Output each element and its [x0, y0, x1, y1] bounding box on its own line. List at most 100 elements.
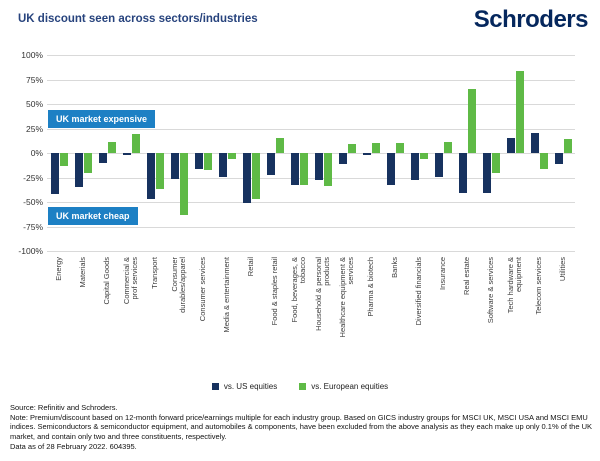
bar-retail-vs-european	[251, 153, 260, 200]
bar-capital-goods-vs-european	[107, 142, 116, 153]
bar-banks-vs-european	[395, 143, 404, 153]
y-tick-label: -25%	[23, 172, 43, 183]
bar-household-personal-products-vs-us	[314, 153, 323, 180]
legend-label: vs. US equities	[223, 382, 278, 391]
bar-food-beverages-tobacco-vs-european	[299, 153, 308, 186]
gridline	[47, 226, 575, 228]
bar-food-staples-retail-vs-us	[266, 153, 275, 175]
bar-consumer-durables-apparel-vs-european	[179, 153, 188, 215]
x-label-pharma-biotech: Pharma & biotech	[365, 257, 375, 317]
bar-retail-vs-us	[242, 153, 251, 203]
gridline	[47, 177, 575, 179]
legend-label: vs. European equities	[311, 382, 389, 391]
x-label-telecom-services: Telecom services	[533, 257, 543, 315]
x-label-food-staples-retail: Food & staples retail	[269, 257, 279, 326]
bar-tech-hardware-equipment-vs-european	[515, 70, 524, 153]
x-label-healthcare-equipment-services: Healthcare equipment & services	[337, 257, 356, 338]
y-tick-label: 50%	[25, 99, 43, 109]
x-label-software-services: Software & services	[485, 257, 495, 324]
gridline	[47, 128, 575, 130]
bar-real-estate-vs-european	[467, 89, 476, 153]
bar-insurance-vs-us	[434, 153, 443, 177]
bar-insurance-vs-european	[443, 142, 452, 153]
bar-commercial-prof-services-vs-european	[131, 134, 140, 153]
data-date-note: Data as of 28 February 2022. 604395.	[10, 441, 137, 451]
bar-food-staples-retail-vs-european	[275, 138, 284, 153]
gridline	[47, 251, 575, 252]
x-label-utilities: Utilities	[557, 257, 567, 282]
footer: Source: Refinitiv and Schroders. Note: P…	[10, 403, 596, 452]
bar-healthcare-equipment-services-vs-us	[338, 153, 347, 164]
x-label-capital-goods: Capital Goods	[101, 257, 111, 305]
bar-media-entertainment-vs-us	[218, 153, 227, 177]
bar-energy-vs-us	[50, 153, 59, 195]
x-label-energy: Energy	[53, 257, 63, 281]
bar-materials-vs-us	[74, 153, 83, 188]
bar-banks-vs-us	[386, 153, 395, 186]
x-label-consumer-services: Consumer services	[197, 257, 207, 322]
bar-transport-vs-us	[146, 153, 155, 200]
x-label-materials: Materials	[77, 257, 87, 288]
bar-tech-hardware-equipment-vs-us	[506, 138, 515, 153]
bar-capital-goods-vs-us	[98, 153, 107, 163]
legend-item-vs-european-equities: vs. European equities	[299, 382, 388, 391]
bar-media-entertainment-vs-european	[227, 153, 236, 159]
legend-swatch-icon	[211, 383, 219, 390]
bar-real-estate-vs-us	[458, 153, 467, 194]
bar-software-services-vs-european	[491, 153, 500, 173]
bar-diversified-financials-vs-us	[410, 153, 419, 180]
gridline	[47, 104, 575, 105]
annotation-uk-market-expensive: UK market expensive	[48, 110, 156, 128]
bar-energy-vs-european	[59, 153, 68, 166]
bar-transport-vs-european	[155, 153, 164, 190]
x-label-media-entertainment: Media & entertainment	[221, 257, 231, 333]
x-label-food-beverages-tobacco: Food, beverages, & tobacco	[289, 257, 308, 323]
bar-telecom-services-vs-european	[539, 153, 548, 169]
bar-healthcare-equipment-services-vs-european	[347, 144, 356, 153]
bar-household-personal-products-vs-european	[323, 153, 332, 187]
gridline	[47, 79, 575, 81]
plot-area	[47, 55, 575, 252]
y-tick-label: 0%	[30, 148, 43, 158]
schroders-logo: Schroders	[473, 6, 589, 33]
legend-swatch-icon	[299, 383, 307, 390]
x-label-household-personal-products: Household & personal products	[313, 257, 332, 331]
x-label-retail: Retail	[245, 257, 255, 277]
y-tick-label: -50%	[23, 197, 43, 207]
legend-item-vs-us-equities: vs. US equities	[211, 382, 278, 391]
bar-consumer-services-vs-european	[203, 153, 212, 170]
bar-utilities-vs-us	[554, 153, 563, 164]
source-note: Source: Refinitiv and Schroders.	[10, 403, 118, 412]
y-tick-label: -75%	[23, 221, 43, 232]
x-label-consumer-durables-apparel: Consumer durables/apparel	[169, 257, 188, 313]
x-label-insurance: Insurance	[437, 257, 447, 290]
bar-commercial-prof-services-vs-us	[122, 153, 131, 155]
legend: vs. US equities vs. European equities	[0, 382, 600, 391]
bar-software-services-vs-us	[482, 153, 491, 194]
x-label-tech-hardware-equipment: Tech hardware & equipment	[505, 257, 524, 314]
y-tick-label: 100%	[21, 50, 43, 60]
bar-consumer-services-vs-us	[194, 153, 203, 169]
bar-consumer-durables-apparel-vs-us	[170, 153, 179, 179]
gridline	[47, 153, 575, 154]
gridline	[47, 55, 575, 56]
y-tick-label: 25%	[25, 123, 43, 134]
x-label-diversified-financials: Diversified financials	[413, 257, 423, 326]
x-label-banks: Banks	[389, 257, 399, 278]
annotation-uk-market-cheap: UK market cheap	[48, 207, 138, 225]
bar-food-beverages-tobacco-vs-us	[290, 153, 299, 186]
bar-materials-vs-european	[83, 153, 92, 173]
methodology-note: Note: Premium/discount based on 12-month…	[10, 412, 593, 442]
y-tick-label: 75%	[25, 74, 43, 85]
bar-telecom-services-vs-us	[530, 133, 539, 153]
x-label-commercial-prof-services: Commercial & prof services	[121, 257, 140, 305]
bar-pharma-biotech-vs-european	[371, 143, 380, 153]
bar-utilities-vs-european	[563, 139, 572, 153]
x-label-transport: Transport	[149, 257, 159, 289]
gridline	[47, 202, 575, 203]
chart-title: UK discount seen across sectors/industri…	[18, 13, 258, 25]
bar-pharma-biotech-vs-us	[362, 153, 371, 155]
y-tick-label: -100%	[18, 246, 43, 256]
x-label-real-estate: Real estate	[461, 257, 471, 295]
